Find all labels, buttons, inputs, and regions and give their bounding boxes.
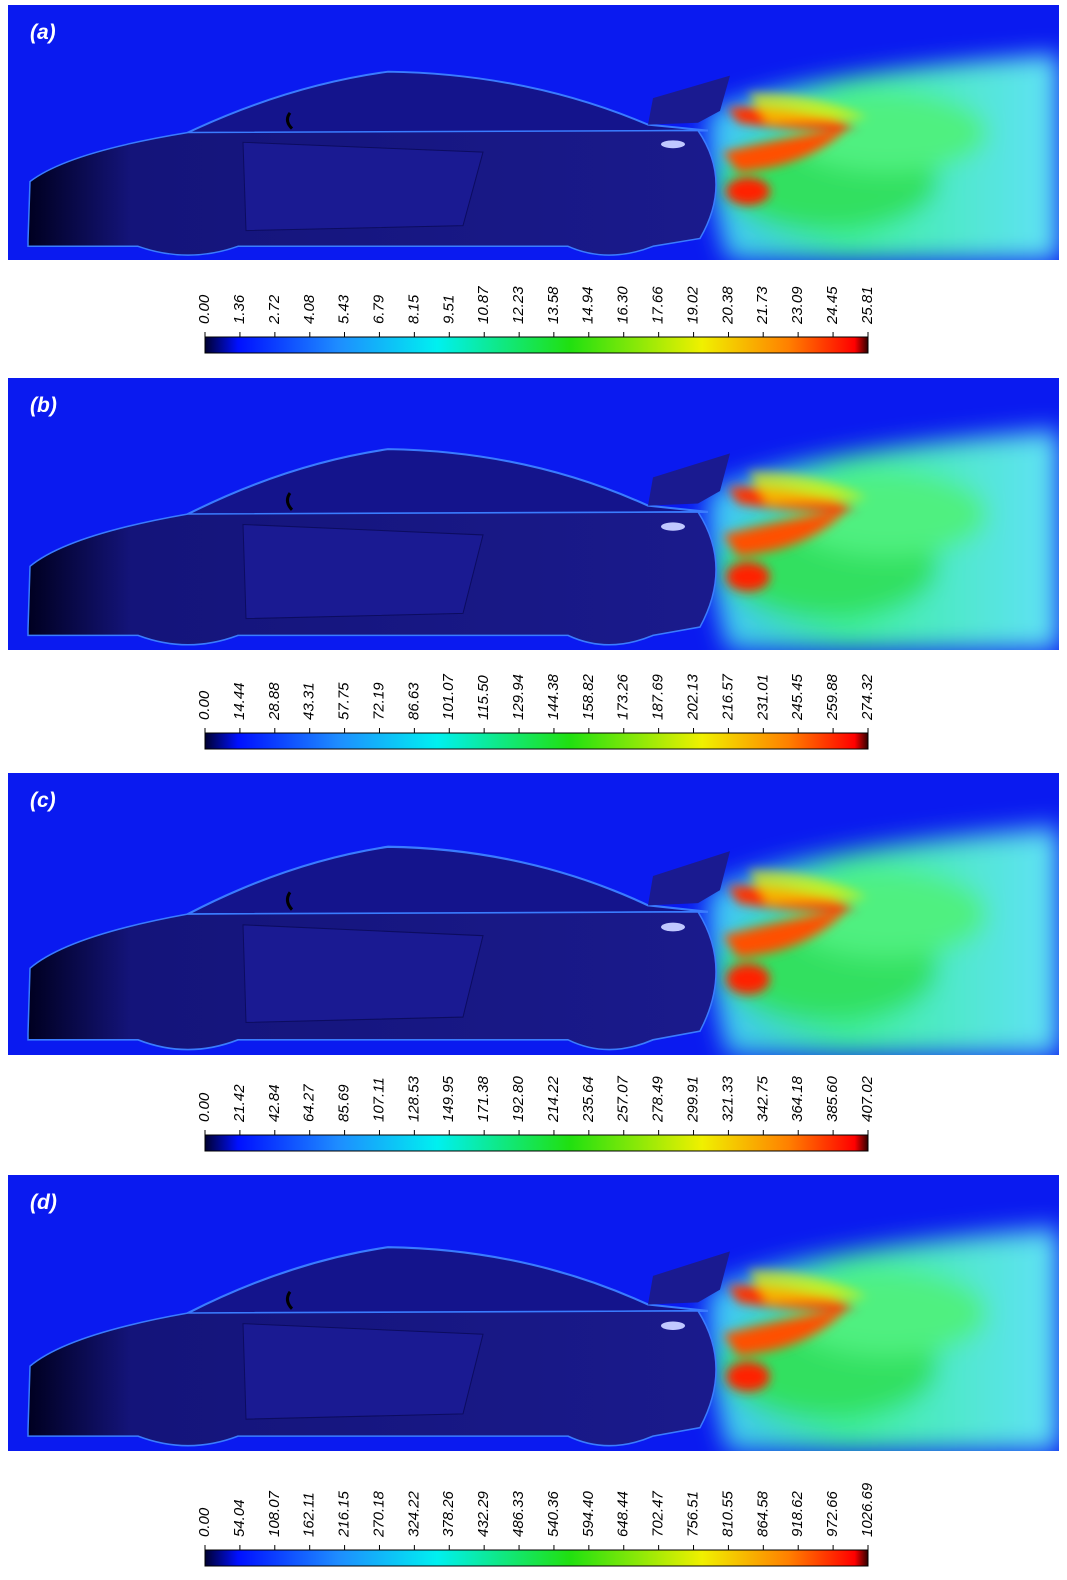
tick-label: 540.36 <box>545 1490 562 1537</box>
tick-label: 4.08 <box>301 294 318 324</box>
tick-label: 42.84 <box>266 1084 283 1122</box>
tick-label: 432.29 <box>475 1490 492 1537</box>
tick-label: 25.81 <box>859 286 876 325</box>
tick-label: 235.64 <box>580 1076 597 1123</box>
flow-contour <box>8 5 1059 260</box>
panel-label: (c) <box>30 789 56 812</box>
tick-label: 9.51 <box>440 295 457 324</box>
tick-label: 864.58 <box>754 1490 771 1537</box>
tick-label: 202.13 <box>684 673 701 721</box>
colorbar <box>204 1134 869 1152</box>
tick-label: 299.91 <box>684 1076 701 1123</box>
tick-label: 216.15 <box>336 1490 353 1538</box>
panel-label: (d) <box>30 1191 57 1214</box>
tick-label: 108.07 <box>266 1490 283 1537</box>
tick-label: 20.38 <box>719 286 736 325</box>
tick-label: 6.79 <box>370 294 387 324</box>
flow-contour <box>8 773 1059 1055</box>
tick-label: 13.58 <box>545 286 562 324</box>
tick-label: 10.87 <box>475 286 492 324</box>
tick-label: 216.57 <box>719 673 736 721</box>
tick-label: 278.49 <box>650 1075 667 1123</box>
tick-label: 86.63 <box>405 682 422 720</box>
flow-contour <box>8 378 1059 650</box>
tick-label: 364.18 <box>789 1075 806 1122</box>
colorbar <box>204 732 869 750</box>
colorbar <box>204 336 869 354</box>
tick-label: 810.55 <box>719 1490 736 1537</box>
tick-label: 0.00 <box>196 690 213 720</box>
tick-label: 245.45 <box>789 673 806 721</box>
tick-label: 57.75 <box>336 682 353 720</box>
tick-label: 21.73 <box>754 286 771 325</box>
tick-label: 407.02 <box>859 1075 876 1122</box>
tick-label: 257.07 <box>615 1075 632 1123</box>
tick-label: 918.62 <box>789 1490 806 1537</box>
tick-label: 231.01 <box>754 674 771 721</box>
flow-contour <box>8 1175 1059 1451</box>
tick-label: 214.22 <box>545 1075 562 1123</box>
tick-label: 128.53 <box>405 1075 422 1122</box>
tick-label: 1026.69 <box>859 1482 876 1537</box>
tick-label: 8.15 <box>405 294 422 324</box>
tick-label: 173.26 <box>615 673 632 720</box>
tick-label: 16.30 <box>615 286 632 324</box>
tick-label: 192.80 <box>510 1075 527 1122</box>
tick-label: 64.27 <box>301 1084 318 1122</box>
tick-label: 129.94 <box>510 674 527 720</box>
tick-label: 972.66 <box>824 1490 841 1537</box>
tick-label: 756.51 <box>684 1491 701 1537</box>
tick-label: 19.02 <box>685 286 702 324</box>
tick-label: 274.32 <box>859 673 876 721</box>
tick-label: 594.40 <box>580 1490 597 1537</box>
tick-label: 702.47 <box>650 1490 667 1537</box>
tick-label: 28.88 <box>266 682 283 721</box>
panel-label: (a) <box>30 21 56 44</box>
tick-label: 1.36 <box>231 294 248 324</box>
tick-label: 648.44 <box>615 1491 632 1537</box>
tick-label: 259.88 <box>824 673 841 721</box>
tick-label: 149.95 <box>440 1075 457 1122</box>
tick-label: 0.00 <box>196 294 213 324</box>
tick-label: 144.38 <box>545 673 562 720</box>
tick-label: 54.04 <box>231 1499 248 1537</box>
tick-label: 24.45 <box>824 286 841 325</box>
tick-label: 85.69 <box>336 1084 353 1122</box>
tick-label: 23.09 <box>789 286 806 325</box>
tick-label: 72.19 <box>370 682 387 720</box>
tick-label: 187.69 <box>650 673 667 720</box>
tick-label: 43.31 <box>301 682 318 720</box>
tick-label: 270.18 <box>370 1490 387 1538</box>
tick-label: 2.72 <box>266 294 283 325</box>
tick-label: 321.33 <box>719 1075 736 1122</box>
tick-label: 21.42 <box>231 1084 248 1123</box>
tick-label: 385.60 <box>824 1075 841 1122</box>
tick-label: 0.00 <box>196 1092 213 1122</box>
tick-label: 107.11 <box>370 1077 387 1122</box>
panel-label: (b) <box>30 394 57 417</box>
colorbar <box>204 1549 869 1567</box>
tick-label: 14.44 <box>231 682 248 720</box>
tick-label: 0.00 <box>196 1507 213 1537</box>
tick-label: 12.23 <box>510 286 527 324</box>
tick-label: 486.33 <box>510 1490 527 1537</box>
tick-label: 171.38 <box>475 1075 492 1122</box>
tick-label: 17.66 <box>650 286 667 324</box>
tick-label: 5.43 <box>335 294 352 324</box>
tick-label: 162.11 <box>301 1492 318 1537</box>
tick-label: 14.94 <box>580 286 597 324</box>
tick-label: 342.75 <box>754 1075 771 1122</box>
tick-label: 115.50 <box>475 675 492 720</box>
tick-label: 158.82 <box>580 673 597 720</box>
tick-label: 101.07 <box>440 673 457 720</box>
tick-label: 378.26 <box>440 1490 457 1537</box>
tick-label: 324.22 <box>405 1490 422 1537</box>
